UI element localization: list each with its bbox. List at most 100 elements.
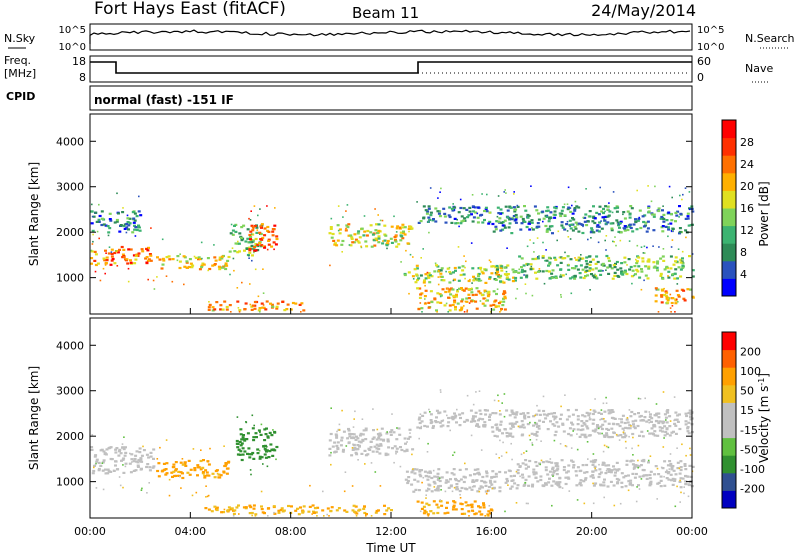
velocity-cell-6-134 [598, 432, 601, 435]
power-cell-8-79 [684, 229, 688, 232]
power-scatter-8-12 [614, 236, 616, 238]
power-cell-1-34 [211, 264, 215, 267]
velocity-scatter-1-1 [216, 472, 219, 475]
power-scatter-11-11 [463, 311, 466, 313]
velocity-cell-0-87 [91, 472, 95, 475]
velocity-scatter-6-8 [528, 434, 531, 437]
power-cell-7-26 [466, 216, 470, 219]
power-cell-11-35 [494, 305, 498, 308]
power-cell-9-51 [681, 262, 685, 265]
velocity-cell-6-146 [664, 430, 668, 434]
velocity-cell-1-33 [196, 474, 199, 477]
velocity-cell-7-252 [601, 461, 605, 464]
velocity-cell-6-284 [637, 412, 640, 415]
velocity-cell-7-247 [552, 471, 556, 474]
power-scatter-6-22 [515, 297, 517, 300]
power-cell-1-20 [186, 266, 189, 269]
velocity-cell-6-212 [544, 417, 548, 420]
power-cell-8-201 [597, 225, 601, 228]
velocity-cell-5-5 [490, 426, 494, 429]
velocity-scatter-7-12 [527, 502, 529, 505]
velocity-scatter-1-14 [165, 439, 168, 441]
power-scatter-4-12 [116, 192, 118, 195]
power-cell-3-36 [260, 238, 264, 241]
power-cell-9-162 [652, 266, 656, 269]
velocity-cell-4-22 [452, 473, 456, 476]
power-cell-6-112 [488, 276, 492, 279]
power-cell-6-69 [511, 280, 515, 283]
power-cell-7-14 [483, 218, 486, 222]
power-cell-6-66 [500, 280, 504, 283]
power-cell-9-110 [655, 266, 659, 269]
velocity-cell-6-9 [610, 427, 614, 430]
power-cell-9-210 [548, 277, 552, 280]
power-cell-4-40 [117, 212, 120, 215]
power-scatter-8-21 [603, 218, 605, 220]
power-cell-9-78 [614, 262, 617, 265]
power-cell-9-32 [676, 277, 679, 280]
velocity-cell-2-43 [243, 450, 247, 453]
velocity-scatter-8-2 [322, 490, 324, 493]
power-cell-8-288 [646, 227, 650, 230]
velocity-scatter-7-43 [663, 475, 665, 478]
power-cell-7-73 [432, 218, 435, 221]
velocity-cell-2-54 [266, 449, 269, 452]
power-cell-3-35 [270, 245, 274, 248]
velocity-cell-6-193 [612, 423, 616, 426]
velocity-cell-8-51 [363, 511, 367, 515]
velocity-cell-5-62 [477, 419, 480, 422]
velocity-cell-7-45 [591, 474, 595, 477]
power-cell-11-57 [418, 287, 422, 290]
velocity-scatter-7-56 [636, 486, 638, 488]
power-cell-8-176 [602, 207, 605, 210]
power-cell-1-22 [185, 260, 189, 263]
power-scatter-8-73 [688, 191, 691, 193]
power-cell-10-40 [219, 304, 223, 307]
power-cell-10-22 [207, 306, 211, 309]
power-cell-0-42 [125, 258, 129, 261]
velocity-cell-8-6 [290, 505, 293, 508]
power-cell-9-219 [679, 261, 683, 264]
power-cell-8-221 [570, 223, 574, 226]
power-cell-6-113 [467, 279, 471, 283]
power-cell-6-64 [495, 273, 499, 276]
power-scatter-8-68 [689, 208, 691, 211]
velocity-cell-2-3 [239, 428, 243, 431]
powerBar-swatch-3 [722, 225, 736, 244]
power-cell-8-140 [615, 210, 619, 213]
velocity-cell-0-92 [119, 452, 123, 455]
velocity-cell-3-106 [379, 438, 383, 441]
power-scatter-6-8 [483, 291, 486, 293]
velocity-cell-4-116 [463, 487, 467, 490]
power-cell-0-53 [129, 259, 132, 262]
velocity-cell-4-54 [404, 478, 408, 481]
power-scatter-7-3 [476, 212, 479, 215]
power-cell-8-223 [561, 206, 565, 209]
velBar-swatch-3 [722, 437, 736, 456]
power-cell-5-34 [365, 245, 369, 248]
power-cell-7-74 [429, 214, 433, 217]
power-cell-6-59 [416, 278, 419, 282]
velocity-cell-6-19 [494, 412, 498, 415]
velocity-cell-3-55 [361, 438, 365, 441]
velocity-scatter-6-48 [517, 425, 520, 428]
power-cell-11-80 [492, 290, 496, 293]
power-cell-1-49 [167, 255, 171, 258]
velocity-cell-6-187 [674, 432, 678, 435]
power-cell-7-36 [427, 205, 431, 208]
velocity-scatter-6-38 [499, 439, 501, 442]
power-cell-1-9 [178, 260, 182, 263]
power-scatter-8-25 [604, 239, 606, 242]
velocity-cell-7-11 [562, 468, 566, 472]
power-cell-4-48 [137, 210, 141, 213]
velocity-scatter-6-74 [605, 445, 608, 448]
velocity-cell-2-22 [236, 446, 240, 449]
velocity-cell-7-131 [665, 477, 669, 480]
velocity-cell-3-68 [340, 436, 344, 439]
power-cell-8-142 [530, 219, 534, 222]
velocity-cell-3-46 [378, 452, 382, 455]
velocity-cell-4-103 [506, 480, 509, 483]
power-cell-8-103 [604, 215, 608, 218]
velocity-cell-1-71 [181, 472, 184, 475]
velocity-scatter-0-19 [94, 463, 97, 466]
